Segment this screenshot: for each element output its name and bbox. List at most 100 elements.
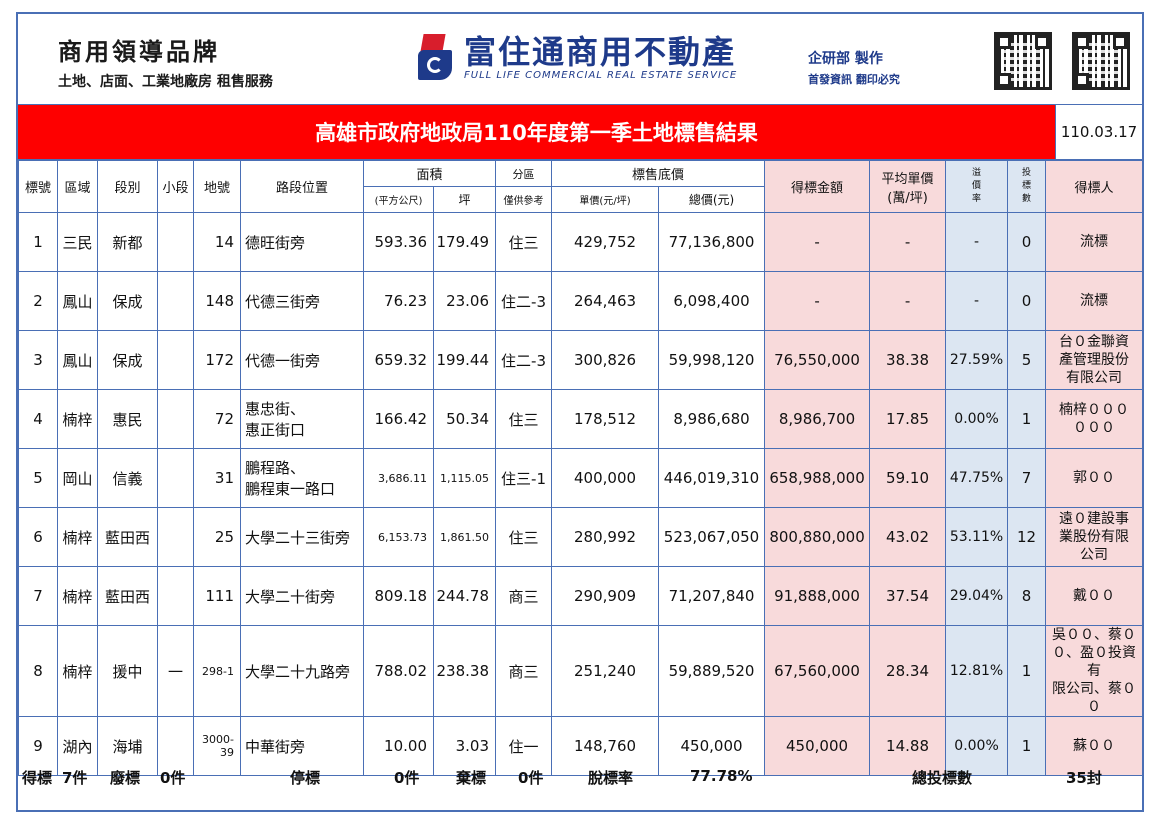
cell-location-line: 大學二十三街旁 [245, 528, 351, 547]
cell-location: 大學二十三街旁 [240, 507, 364, 567]
cell-area-sqm: 659.32 [363, 330, 434, 390]
cell-unit-price: 264,463 [551, 271, 660, 331]
cell-location: 大學二十街旁 [240, 566, 364, 626]
header-district: 區域 [57, 160, 98, 213]
cell-total-price: 446,019,310 [658, 448, 766, 508]
cell-winning-amount: 658,988,000 [764, 448, 871, 508]
cell-section: 新都 [97, 212, 158, 272]
department-note: 企研部 製作 首發資訊 翻印必究 [808, 48, 900, 87]
cell-lot: 298-1 [193, 625, 241, 717]
cell-premium-rate: 12.81% [945, 625, 1009, 717]
table-row: 6 楠梓 藍田西 25 大學二十三街旁 6,153.73 1,861.50 住三 280,992… [18, 507, 1144, 567]
cell-unit-price: 148,760 [551, 716, 660, 776]
cell-subsection [157, 716, 194, 776]
cell-no: 6 [18, 507, 58, 567]
header-no: 標號 [18, 160, 58, 213]
cell-location-line: 德旺街旁 [245, 233, 306, 252]
cell-winning-amount: - [764, 212, 871, 272]
cell-lot: 72 [193, 389, 241, 449]
cell-area-sqm: 166.42 [363, 389, 434, 449]
header-area: 面積 [362, 160, 497, 187]
cell-area-ping: 23.06 [432, 271, 497, 331]
cell-no: 1 [18, 212, 58, 272]
cell-location-line: 鵬程路、 [245, 459, 306, 477]
cell-subsection [157, 448, 194, 508]
table-row: 3 鳳山 保成 172 代德一街旁 659.32 199.44 住二-3 300,826 59,9… [18, 330, 1144, 390]
cell-subsection: 一 [157, 625, 194, 717]
cell-premium-rate: 53.11% [945, 507, 1009, 567]
cell-area-sqm: 3,686.11 [363, 448, 434, 508]
header-lot: 地號 [193, 160, 241, 213]
cell-winner: 台０金聯資 產管理股份 有限公司 [1045, 330, 1144, 390]
cell-district: 楠梓 [57, 566, 98, 626]
cell-winner: 吳００、蔡０ ０、盈０投資有 限公司、蔡００ [1045, 625, 1144, 717]
cell-winner: 楠梓０００ ０００ [1045, 389, 1144, 449]
cell-area-sqm: 788.02 [363, 625, 434, 717]
cell-zone: 商三 [495, 625, 553, 717]
cell-no: 7 [18, 566, 58, 626]
cell-winner: 戴００ [1045, 566, 1144, 626]
cell-winner: 流標 [1045, 271, 1144, 331]
cell-location-line: 惠忠街、 [245, 400, 306, 418]
cell-area-ping: 179.49 [432, 212, 497, 272]
cell-winner-line: 蘇００ [1073, 738, 1116, 754]
summary-footer: 得標 7件 廢標 0件 停標 0件 棄標 0件 脫標率 77.78% 總投標數 … [18, 747, 1142, 807]
cell-area-sqm: 10.00 [363, 716, 434, 776]
abandoned-value: 0件 [518, 769, 544, 787]
cell-zone: 住三 [495, 507, 553, 567]
cell-unit-price: 280,992 [551, 507, 660, 567]
cell-section: 保成 [97, 330, 158, 390]
cell-district: 三民 [57, 212, 98, 272]
cell-zone: 住二-3 [495, 271, 553, 331]
cell-location-line: 代德一街旁 [245, 351, 321, 370]
cell-zone: 住三 [495, 389, 553, 449]
cell-district: 鳳山 [57, 330, 98, 390]
table-row: 4 楠梓 惠民 72 惠忠街、 惠正街口 166.42 50.34 住三 178,512 8,986… [18, 389, 1144, 449]
cell-location: 代德一街旁 [240, 330, 364, 390]
cell-zone: 住三 [495, 212, 553, 272]
cell-lot: 14 [193, 212, 241, 272]
cell-location-line: 中華街旁 [245, 737, 306, 756]
cell-location-line: 大學二十街旁 [245, 587, 336, 606]
cell-bid-count: 1 [1007, 625, 1047, 717]
cell-winner-line: 戴００ [1073, 588, 1116, 604]
cell-bid-count: 1 [1007, 716, 1047, 776]
cell-avg-unit-price: 17.85 [869, 389, 947, 449]
cell-winning-amount: - [764, 271, 871, 331]
cell-winner-line: ０、盈０投資有 [1052, 645, 1137, 679]
cell-district: 湖內 [57, 716, 98, 776]
suspended-label: 停標 [290, 769, 321, 787]
title-bar: 高雄市政府地政局110年度第一季土地標售結果 110.03.17 [18, 104, 1142, 160]
company-name-zh: 富住通商用不動產 [464, 32, 737, 71]
cell-location-line: 大學二十九路旁 [245, 662, 351, 681]
cell-district: 鳳山 [57, 271, 98, 331]
cell-avg-unit-price: 37.54 [869, 566, 947, 626]
cell-district: 楠梓 [57, 507, 98, 567]
cell-location: 代德三街旁 [240, 271, 364, 331]
header-bid-count: 投 標 數 [1007, 160, 1047, 213]
cell-area-sqm: 76.23 [363, 271, 434, 331]
brand-subtitle: 土地、店面、工業地廠房 租售服務 [58, 74, 273, 90]
cell-winner: 流標 [1045, 212, 1144, 272]
table-row: 5 岡山 信義 31 鵬程路、 鵬程東一路口 3,686.11 1,115.05 住三-1 400… [18, 448, 1144, 508]
qr-code-icon[interactable] [1072, 32, 1130, 90]
cell-premium-rate: 0.00% [945, 389, 1009, 449]
cell-total-price: 6,098,400 [658, 271, 766, 331]
cell-area-ping: 3.03 [432, 716, 497, 776]
header-winner: 得標人 [1045, 160, 1144, 213]
cell-winner-line: 流標 [1080, 234, 1109, 250]
qr-code-icon[interactable] [994, 32, 1052, 90]
page-title: 高雄市政府地政局110年度第一季土地標售結果 [315, 121, 758, 145]
cell-no: 8 [18, 625, 58, 717]
cell-zone: 住二-3 [495, 330, 553, 390]
cell-subsection [157, 330, 194, 390]
cell-premium-rate: - [945, 212, 1009, 272]
dept-line1: 企研部 製作 [808, 51, 883, 67]
header-zone: 分區 [495, 160, 553, 187]
cell-bid-count: 8 [1007, 566, 1047, 626]
cell-total-price: 8,986,680 [658, 389, 766, 449]
cell-location: 大學二十九路旁 [240, 625, 364, 717]
header-section: 段別 [97, 160, 158, 213]
cell-winner-line: 台０金聯資 [1059, 334, 1130, 350]
table-row: 8 楠梓 援中一 298-1 大學二十九路旁 788.02 238.38 商三 251,240 5… [18, 625, 1144, 717]
